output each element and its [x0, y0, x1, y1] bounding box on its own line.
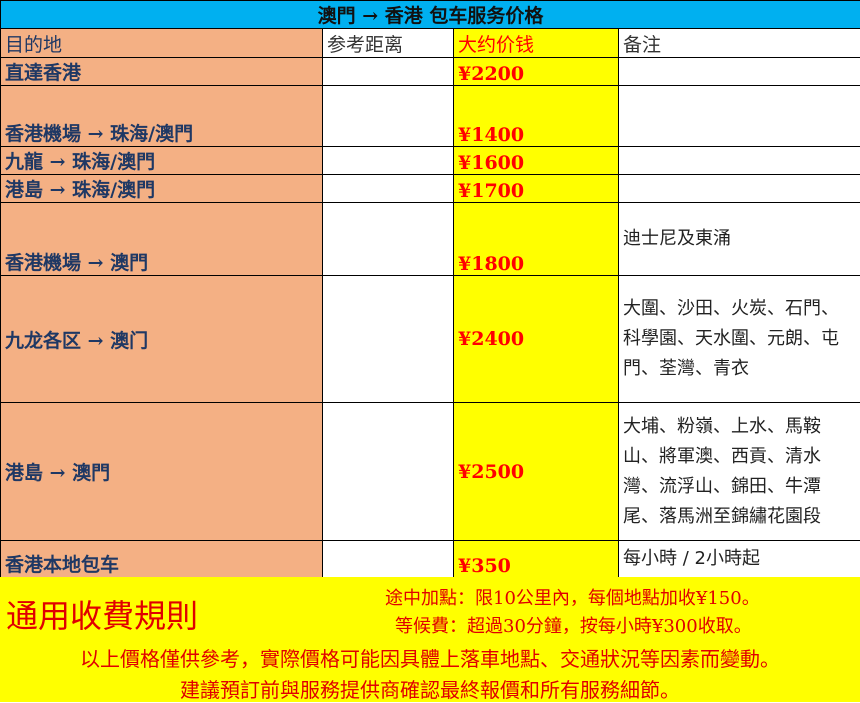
destination-cell: 港島 → 珠海/澳門: [1, 175, 323, 203]
notes-cell: [619, 86, 860, 147]
distance-cell: [323, 58, 454, 86]
distance-cell: [323, 276, 454, 403]
table-row: 香港本地包车 ¥350 每小時 / 2小時起: [1, 541, 860, 578]
waiting-fee-rule: 等候費：超過30分鐘，按每小時¥300收取。: [395, 612, 752, 638]
price-cell: ¥1600: [454, 147, 619, 175]
price-cell: ¥350: [454, 541, 619, 578]
destination-cell: 香港機場 → 澳門: [1, 203, 323, 276]
notes-cell: 大埔、粉嶺、上水、馬鞍山、將軍澳、西貢、清水灣、流浮山、錦田、牛潭尾、落馬洲至錦…: [619, 403, 860, 541]
general-rules-footer: 通用收費規則 途中加點：限10公里內，每個地點加收¥150。 等候費：超過30分…: [0, 577, 860, 702]
notes-cell: [619, 58, 860, 86]
destination-cell: 港島 → 澳門: [1, 403, 323, 541]
price-cell: ¥2500: [454, 403, 619, 541]
table-row: 港島 → 珠海/澳門 ¥1700: [1, 175, 860, 203]
price-cell: ¥2200: [454, 58, 619, 86]
notes-cell: 迪士尼及東涌: [619, 203, 860, 276]
distance-cell: [323, 403, 454, 541]
notes-cell: 每小時 / 2小時起: [619, 541, 860, 578]
table-title: 澳門 → 香港 包车服务价格: [1, 1, 860, 29]
destination-cell: 九龙各区 → 澳门: [1, 276, 323, 403]
notes-cell: 大圍、沙田、火炭、石門、科學園、天水圍、元朗、屯門、荃灣、青衣: [619, 276, 860, 403]
price-cell: ¥1700: [454, 175, 619, 203]
extra-stop-rule: 途中加點：限10公里內，每個地點加收¥150。: [385, 584, 760, 610]
price-cell: ¥2400: [454, 276, 619, 403]
table-row: 香港機場 → 珠海/澳門 ¥1400: [1, 86, 860, 147]
price-cell: ¥1800: [454, 203, 619, 276]
rules-heading: 通用收費規則: [6, 591, 198, 637]
price-cell: ¥1400: [454, 86, 619, 147]
distance-cell: [323, 86, 454, 147]
destination-cell: 香港本地包车: [1, 541, 323, 578]
table-row: 九龙各区 → 澳门 ¥2400 大圍、沙田、火炭、石門、科學園、天水圍、元朗、屯…: [1, 276, 860, 403]
destination-cell: 直達香港: [1, 58, 323, 86]
header-notes: 备注: [619, 29, 860, 58]
distance-cell: [323, 541, 454, 578]
header-price: 大约价钱: [454, 29, 619, 58]
distance-cell: [323, 175, 454, 203]
header-distance: 参考距离: [323, 29, 454, 58]
notes-cell: [619, 175, 860, 203]
destination-cell: 九龍 → 珠海/澳門: [1, 147, 323, 175]
header-destination: 目的地: [1, 29, 323, 58]
price-table: 澳門 → 香港 包车服务价格 目的地 参考距离 大约价钱 备注 直達香港 ¥22…: [0, 0, 860, 578]
table-row: 直達香港 ¥2200: [1, 58, 860, 86]
distance-cell: [323, 203, 454, 276]
destination-cell: 香港機場 → 珠海/澳門: [1, 86, 323, 147]
notes-cell: [619, 147, 860, 175]
table-row: 香港機場 → 澳門 ¥1800 迪士尼及東涌: [1, 203, 860, 276]
price-disclaimer: 以上價格僅供參考，實際價格可能因具體上落車地點、交通狀況等因素而變動。: [0, 643, 860, 672]
table-row: 港島 → 澳門 ¥2500 大埔、粉嶺、上水、馬鞍山、將軍澳、西貢、清水灣、流浮…: [1, 403, 860, 541]
distance-cell: [323, 147, 454, 175]
booking-advice: 建議預訂前與服務提供商確認最終報價和所有服務細節。: [0, 674, 860, 703]
table-row: 九龍 → 珠海/澳門 ¥1600: [1, 147, 860, 175]
